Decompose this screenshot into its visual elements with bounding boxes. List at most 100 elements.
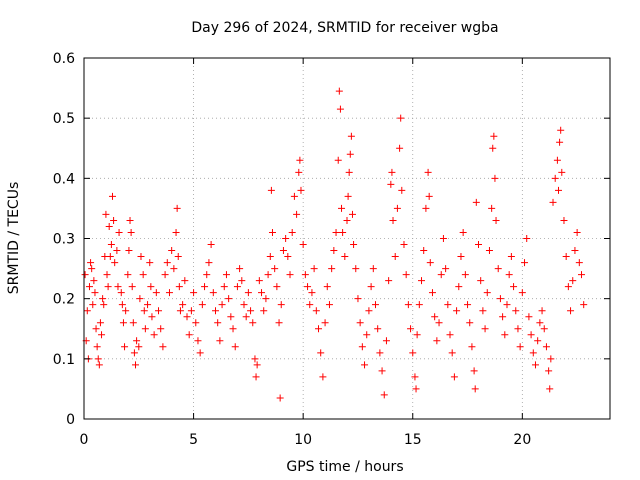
data-point [404,301,412,309]
data-point [163,259,171,267]
data-point [389,216,397,224]
x-tick-label: 10 [294,432,312,448]
data-point [91,289,99,297]
data-point [553,156,561,164]
data-point [198,301,206,309]
data-point [501,331,509,339]
y-tick-label: 0 [66,412,75,428]
data-point [546,385,554,393]
data-point [253,361,261,369]
data-point [183,313,191,321]
data-point [547,355,555,363]
data-point [542,343,550,351]
data-point [459,228,467,236]
data-point [494,265,502,273]
data-point [437,271,445,279]
data-point [295,168,303,176]
data-point [288,228,296,236]
data-point [426,259,434,267]
data-point [308,289,316,297]
data-point [118,301,126,309]
data-point [249,319,257,327]
data-point [157,325,165,333]
data-point [121,343,129,351]
data-point [378,367,386,375]
data-point [317,349,325,357]
data-point [339,228,347,236]
data-point [489,144,497,152]
data-point [420,247,428,255]
data-point [540,325,548,333]
data-point [282,235,290,242]
data-point [376,349,384,357]
data-point [172,228,180,236]
data-point [252,373,260,381]
data-point [110,216,118,224]
data-point [335,87,343,95]
data-point [455,283,463,291]
data-point [490,132,498,140]
data-point [518,289,526,297]
x-tick-label: 20 [513,432,531,448]
data-point [345,168,353,176]
data-point [425,192,433,200]
data-point [545,367,553,375]
data-point [117,289,125,297]
data-point [479,307,487,315]
data-point [244,289,252,297]
data-point [491,174,499,182]
data-point [361,361,369,369]
data-point [159,343,167,351]
data-point [236,265,244,273]
data-point [89,301,97,309]
data-point [393,204,401,212]
data-point [400,241,408,249]
data-point [439,235,447,242]
data-point [107,241,115,249]
grid [84,58,610,419]
data-point [286,271,294,279]
y-tick-labels: 0 0.1 0.2 0.3 0.4 0.5 0.6 [53,51,75,428]
data-point [267,186,275,194]
data-point [573,228,581,236]
data-point [334,156,342,164]
data-point [93,343,101,351]
data-point [571,247,579,255]
data-point [88,265,96,273]
data-point [512,307,520,315]
data-point [409,349,417,357]
data-point [220,283,228,291]
data-point [413,331,421,339]
data-point [174,253,182,261]
data-point [516,343,524,351]
x-axis-label: GPS time / hours [286,459,403,475]
data-point [297,186,305,194]
data-point [104,283,112,291]
data-point [98,331,106,339]
data-point [240,301,248,309]
data-point [83,307,91,315]
data-point [325,301,333,309]
data-point [356,319,364,327]
data-point [218,301,226,309]
data-point [435,319,443,327]
data-point [173,204,181,212]
data-point [453,307,461,315]
data-point [514,325,522,333]
data-point [168,247,176,255]
data-point [457,253,465,261]
data-point [277,301,285,309]
x-tick-label: 15 [404,432,422,448]
data-point [279,247,287,255]
data-point [332,228,340,236]
data-point [222,271,230,279]
data-point [144,301,152,309]
data-point [99,295,107,303]
data-point [444,301,452,309]
data-point [128,283,136,291]
data-point [554,186,562,194]
data-point [354,295,362,303]
data-point [201,283,209,291]
data-point [496,295,504,303]
data-point [310,265,318,273]
